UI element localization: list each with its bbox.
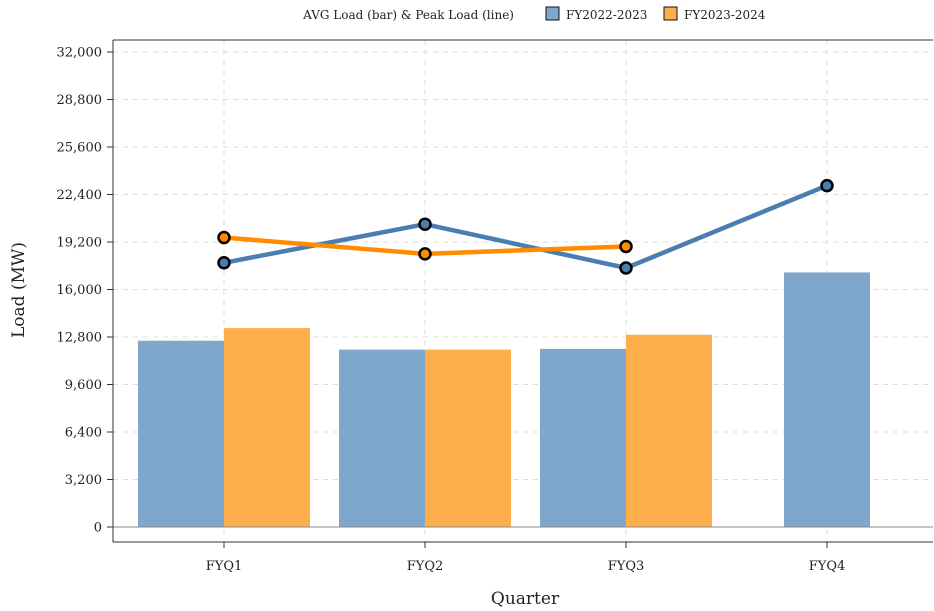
y-tick-label: 3,200 bbox=[65, 473, 102, 488]
y-tick-label: 22,400 bbox=[57, 188, 103, 203]
bar-fy2023-2024-fyq2 bbox=[425, 349, 511, 527]
bar-fy2023-2024-fyq1 bbox=[224, 328, 310, 527]
y-tick-label: 32,000 bbox=[57, 46, 103, 61]
peak-point-fy2023-2024-fyq1 bbox=[217, 230, 231, 245]
y-tick-label: 25,600 bbox=[57, 141, 103, 156]
bar-fy2022-2023-fyq1 bbox=[138, 340, 224, 527]
peak-point-fy2022-2023-fyq4 bbox=[820, 178, 834, 193]
peak-point-fy2022-2023-fyq1 bbox=[217, 256, 231, 270]
y-tick-label: 6,400 bbox=[65, 426, 102, 441]
y-tick-label: 28,800 bbox=[57, 93, 103, 108]
y-tick-label: 16,000 bbox=[57, 283, 103, 298]
bar-fy2023-2024-fyq3 bbox=[626, 334, 712, 527]
peak-point-fy2022-2023-fyq2 bbox=[418, 217, 432, 231]
legend-swatch-fy2022-2023 bbox=[545, 6, 560, 21]
legend-swatch-fy2023-2024 bbox=[663, 6, 678, 21]
x-axis-title: Quarter bbox=[491, 589, 560, 609]
peak-point-fy2022-2023-fyq3 bbox=[619, 261, 633, 275]
peak-lines bbox=[217, 178, 834, 275]
bar-fy2022-2023-fyq4 bbox=[784, 272, 870, 527]
legend-label-fy2022-2023: FY2022-2023 bbox=[566, 8, 647, 22]
peak-line-fy2022-2023 bbox=[223, 183, 828, 271]
x-tick-label: FYQ3 bbox=[608, 559, 645, 574]
y-axis-title: Load (MW) bbox=[9, 242, 29, 338]
bars bbox=[138, 272, 870, 527]
y-tick-label: 0 bbox=[94, 521, 102, 536]
bar-fy2022-2023-fyq2 bbox=[339, 349, 425, 527]
legend-label-fy2023-2024: FY2023-2024 bbox=[684, 8, 766, 22]
y-tick-label: 19,200 bbox=[57, 236, 103, 251]
peak-point-fy2023-2024-fyq3 bbox=[619, 239, 633, 254]
axes: 0 3,200 6,400 9,600 12,800 16,000 19,200 22,400… bbox=[57, 39, 933, 574]
x-tick-label: FYQ4 bbox=[809, 559, 846, 574]
bar-fy2022-2023-fyq3 bbox=[540, 348, 626, 527]
y-tick-label: 9,600 bbox=[65, 378, 102, 393]
peak-point-fy2023-2024-fyq2 bbox=[418, 247, 432, 261]
legend: AVG Load (bar) & Peak Load (line) FY2022… bbox=[302, 6, 766, 22]
y-tick-label: 12,800 bbox=[57, 331, 103, 346]
x-tick-label: FYQ1 bbox=[206, 559, 243, 574]
legend-title: AVG Load (bar) & Peak Load (line) bbox=[302, 8, 514, 22]
x-tick-label: FYQ2 bbox=[407, 559, 444, 574]
